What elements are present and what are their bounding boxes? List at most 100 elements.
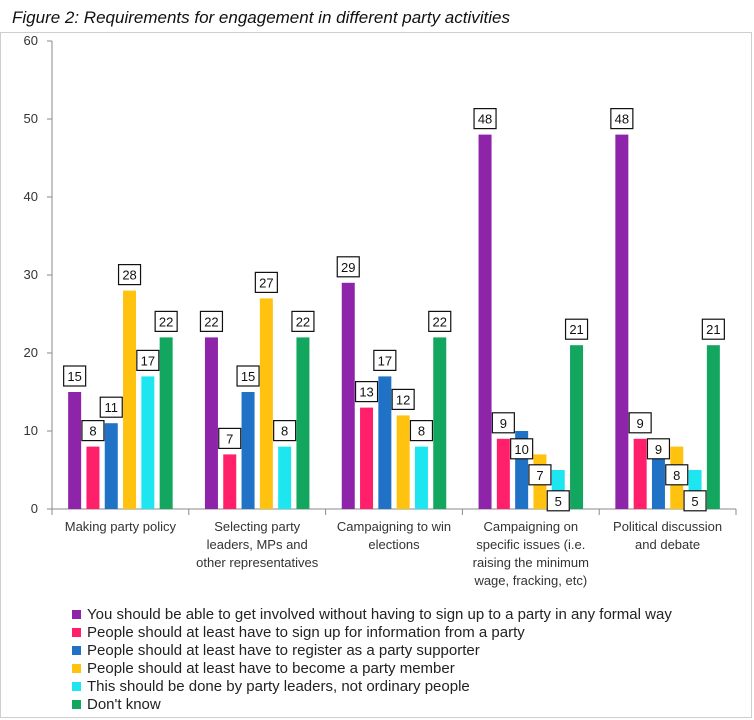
data-label-box [63,365,87,387]
data-label: 12 [396,392,410,407]
legend-item: People should at least have to sign up f… [72,623,672,641]
data-label: 48 [615,112,629,127]
data-label: 28 [122,268,136,283]
y-tick-label: 40 [24,189,38,204]
category-label: Campaigning on specific issues (i.e. raisi… [473,519,589,588]
bar [478,134,492,509]
data-label-box [546,490,570,512]
legend-item: This should be done by party leaders, no… [72,677,672,695]
data-label: 15 [67,369,81,384]
data-label: 27 [259,275,273,290]
data-label-box [491,412,515,434]
y-tick-label: 50 [24,111,38,126]
data-label-box [628,412,652,434]
bar [706,345,720,509]
bar [496,438,510,509]
data-label: 5 [555,494,562,509]
data-label: 48 [478,112,492,127]
data-label-box [117,264,142,286]
data-label-box [254,271,278,293]
data-label-box [136,349,160,371]
data-label-box [701,318,725,340]
data-label-box [646,438,671,460]
data-label: 8 [673,468,680,483]
bar [360,407,374,509]
category-label: Selecting party leaders, MPs and other rep… [196,519,319,570]
bar [341,282,355,509]
data-label-box [336,256,360,278]
bar [378,376,392,509]
data-label: 15 [241,369,255,384]
data-label-box [81,420,105,442]
bar [141,376,155,509]
data-label: 9 [637,416,644,431]
bar [241,392,255,509]
bar [296,337,310,509]
legend-label: You should be able to get involved witho… [87,605,672,623]
legend-item: Don't know [72,695,672,713]
data-label-box [683,490,707,512]
data-label: 8 [89,424,96,439]
data-label-box [510,438,534,460]
data-label-box [236,365,260,387]
data-label: 9 [655,442,662,457]
data-label-box [610,107,634,130]
data-label: 29 [341,260,355,275]
chart-frame [0,32,752,718]
bar [570,345,584,509]
legend-label: People should at least have to become a … [87,659,455,677]
legend-label: People should at least have to register … [87,641,480,659]
legend-swatch [72,609,81,619]
legend-swatch [72,663,81,673]
data-label-box [354,381,379,403]
legend-label: This should be done by party leaders, no… [87,677,470,695]
bar [278,446,292,509]
data-label: 22 [433,314,447,329]
data-label-box [564,318,589,340]
data-label: 7 [536,468,543,483]
legend-label: Don't know [87,695,161,713]
bar [159,337,173,509]
data-label-box [373,349,397,371]
data-label-box [528,464,552,486]
data-label: 9 [500,416,507,431]
category-label: Making party policy [65,519,177,534]
data-label: 22 [204,314,218,329]
data-label: 8 [281,424,288,439]
legend-swatch [72,681,81,691]
data-label: 11 [105,400,119,415]
bar [414,446,428,509]
data-label-box [391,388,415,410]
y-tick-label: 0 [31,501,38,516]
data-label: 5 [691,494,698,509]
bar [633,438,647,509]
bar [68,392,82,509]
data-label: 13 [359,385,373,400]
chart-title: Figure 2: Requirements for engagement in… [12,8,510,27]
legend-swatch [72,645,81,655]
data-label-box [665,464,689,486]
category-label: Campaigning to win elections [337,519,451,552]
bar [86,446,100,509]
data-label: 21 [569,322,583,337]
y-tick-label: 30 [24,267,38,282]
data-label-box [99,396,123,418]
y-tick-label: 10 [24,423,38,438]
bar [204,337,218,509]
legend-swatch [72,627,81,637]
data-label: 17 [378,353,392,368]
data-label-box [473,107,497,130]
data-label: 21 [706,322,720,337]
legend-item: People should at least have to become a … [72,659,672,677]
data-label: 8 [418,424,425,439]
category-label: Political discussion and debate [613,519,722,552]
data-label: 22 [159,314,173,329]
data-label-box [428,310,452,332]
data-label-box [273,420,297,442]
y-tick-label: 60 [24,33,38,48]
bar [104,423,118,509]
chart-legend: You should be able to get involved witho… [72,605,672,713]
legend-swatch [72,699,81,709]
bar [615,134,629,509]
